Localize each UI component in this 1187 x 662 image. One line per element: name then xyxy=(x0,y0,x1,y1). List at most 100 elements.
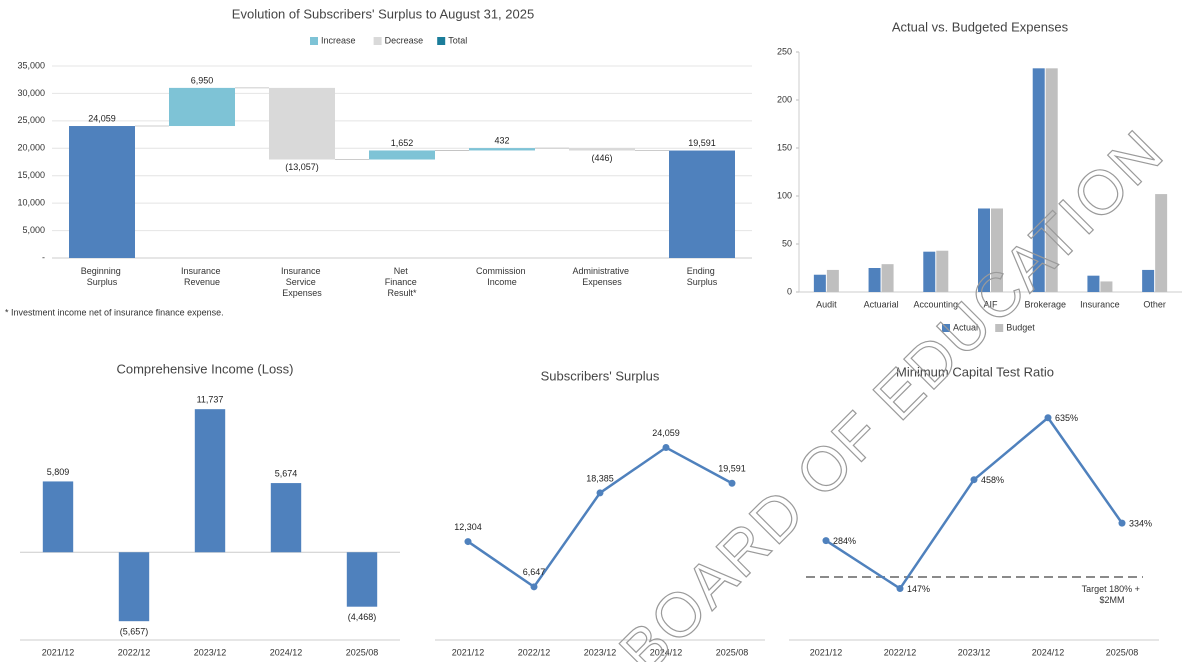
point xyxy=(970,476,978,484)
value-label: 635% xyxy=(1055,413,1078,423)
y-tick-label: 100 xyxy=(777,190,792,200)
y-tick-label: 30,000 xyxy=(17,88,45,98)
x-tick-label: 2022/12 xyxy=(518,647,551,657)
y-tick-label: 200 xyxy=(777,94,792,104)
y-tick-label: - xyxy=(42,252,45,262)
bar xyxy=(269,87,335,160)
legend-label: Increase xyxy=(321,35,356,45)
value-label: 24,059 xyxy=(652,428,680,438)
value-label: 18,385 xyxy=(586,473,614,483)
value-label: (13,057) xyxy=(285,162,319,172)
x-tick-label: 2022/12 xyxy=(884,647,917,657)
x-tick-label: 2023/12 xyxy=(584,647,617,657)
chart-title: Actual vs. Budgeted Expenses xyxy=(892,19,1069,34)
x-tick-label: Administrative Expenses xyxy=(572,266,631,287)
bar xyxy=(1032,68,1045,292)
legend-swatch xyxy=(995,324,1004,332)
value-label: 334% xyxy=(1129,518,1152,528)
y-tick-label: 150 xyxy=(777,142,792,152)
value-label: (4,468) xyxy=(348,612,377,622)
value-label: 11,737 xyxy=(197,395,224,405)
chart-title: Comprehensive Income (Loss) xyxy=(116,361,293,376)
point xyxy=(530,583,538,591)
bar xyxy=(194,409,226,553)
y-tick-label: 50 xyxy=(782,238,792,248)
bar xyxy=(169,87,235,127)
x-tick-label: Accounting xyxy=(914,299,959,309)
point xyxy=(596,489,604,497)
bar xyxy=(42,481,74,553)
x-tick-label: Ending Surplus xyxy=(687,266,718,287)
x-tick-label: AIF xyxy=(983,299,998,309)
point xyxy=(728,479,736,487)
value-label: 6,647 xyxy=(523,567,546,577)
value-label: (446) xyxy=(591,153,612,163)
bar xyxy=(270,483,302,553)
bar xyxy=(1155,194,1168,292)
x-tick-label: 2022/12 xyxy=(118,647,151,657)
x-tick-label: 2023/12 xyxy=(958,647,991,657)
legend-swatch xyxy=(310,37,318,45)
footnote: * Investment income net of insurance fin… xyxy=(5,307,224,317)
bar xyxy=(118,552,150,622)
bar xyxy=(923,251,936,292)
bar xyxy=(69,126,135,259)
x-tick-label: Beginning Surplus xyxy=(81,266,124,287)
legend-swatch xyxy=(373,37,382,45)
value-label: 24,059 xyxy=(88,113,116,123)
bar xyxy=(1142,269,1155,292)
x-tick-label: Actuarial xyxy=(864,299,899,309)
value-label: 147% xyxy=(907,584,930,594)
x-tick-label: 2024/12 xyxy=(650,647,683,657)
legend-label: Actual xyxy=(953,322,978,332)
y-tick-label: 5,000 xyxy=(22,225,45,235)
x-tick-label: 2025/08 xyxy=(346,647,379,657)
value-label: 432 xyxy=(494,135,509,145)
y-tick-label: 0 xyxy=(787,286,792,296)
point xyxy=(464,538,472,546)
legend-label: Decrease xyxy=(385,35,424,45)
bar xyxy=(569,148,635,151)
point xyxy=(822,537,830,545)
bar xyxy=(1045,68,1058,292)
point xyxy=(896,585,904,593)
y-tick-label: 20,000 xyxy=(17,143,45,153)
x-tick-label: Insurance Revenue xyxy=(181,266,223,287)
x-tick-label: Commission Income xyxy=(476,266,528,287)
y-tick-label: 35,000 xyxy=(17,60,45,70)
value-label: 5,674 xyxy=(275,468,298,478)
x-tick-label: Other xyxy=(1143,299,1166,309)
value-label: (5,657) xyxy=(120,627,149,637)
x-tick-label: 2021/12 xyxy=(452,647,485,657)
x-tick-label: Net Finance Result* xyxy=(385,266,420,298)
chart-title: Subscribers' Surplus xyxy=(541,368,660,383)
bar xyxy=(469,148,535,151)
x-tick-label: 2021/12 xyxy=(42,647,75,657)
x-tick-label: Insurance Service Expenses xyxy=(281,266,323,298)
value-label: 6,950 xyxy=(191,75,214,85)
bar xyxy=(868,268,881,292)
value-label: 19,591 xyxy=(688,138,716,148)
x-tick-label: Brokerage xyxy=(1024,299,1066,309)
bar xyxy=(369,150,435,160)
value-label: 1,652 xyxy=(391,138,414,148)
bar xyxy=(1087,275,1100,292)
bar xyxy=(669,150,735,258)
bar xyxy=(881,264,894,292)
value-label: 284% xyxy=(833,536,856,546)
bar xyxy=(991,208,1003,292)
bar xyxy=(936,250,949,292)
point xyxy=(1118,519,1126,527)
legend-swatch xyxy=(437,37,446,45)
bar xyxy=(826,269,839,292)
bar xyxy=(978,208,990,292)
y-tick-label: 250 xyxy=(777,46,792,56)
chart-title: Evolution of Subscribers' Surplus to Aug… xyxy=(232,6,534,21)
legend-swatch xyxy=(942,324,950,332)
bar xyxy=(346,552,378,607)
x-tick-label: 2021/12 xyxy=(810,647,843,657)
bar xyxy=(1100,281,1113,292)
legend-label: Total xyxy=(448,35,467,45)
legend-label: Budget xyxy=(1006,322,1035,332)
